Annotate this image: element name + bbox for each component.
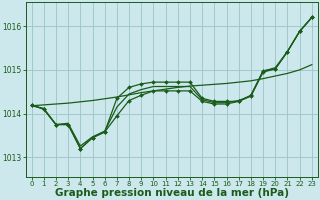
X-axis label: Graphe pression niveau de la mer (hPa): Graphe pression niveau de la mer (hPa) xyxy=(55,188,289,198)
